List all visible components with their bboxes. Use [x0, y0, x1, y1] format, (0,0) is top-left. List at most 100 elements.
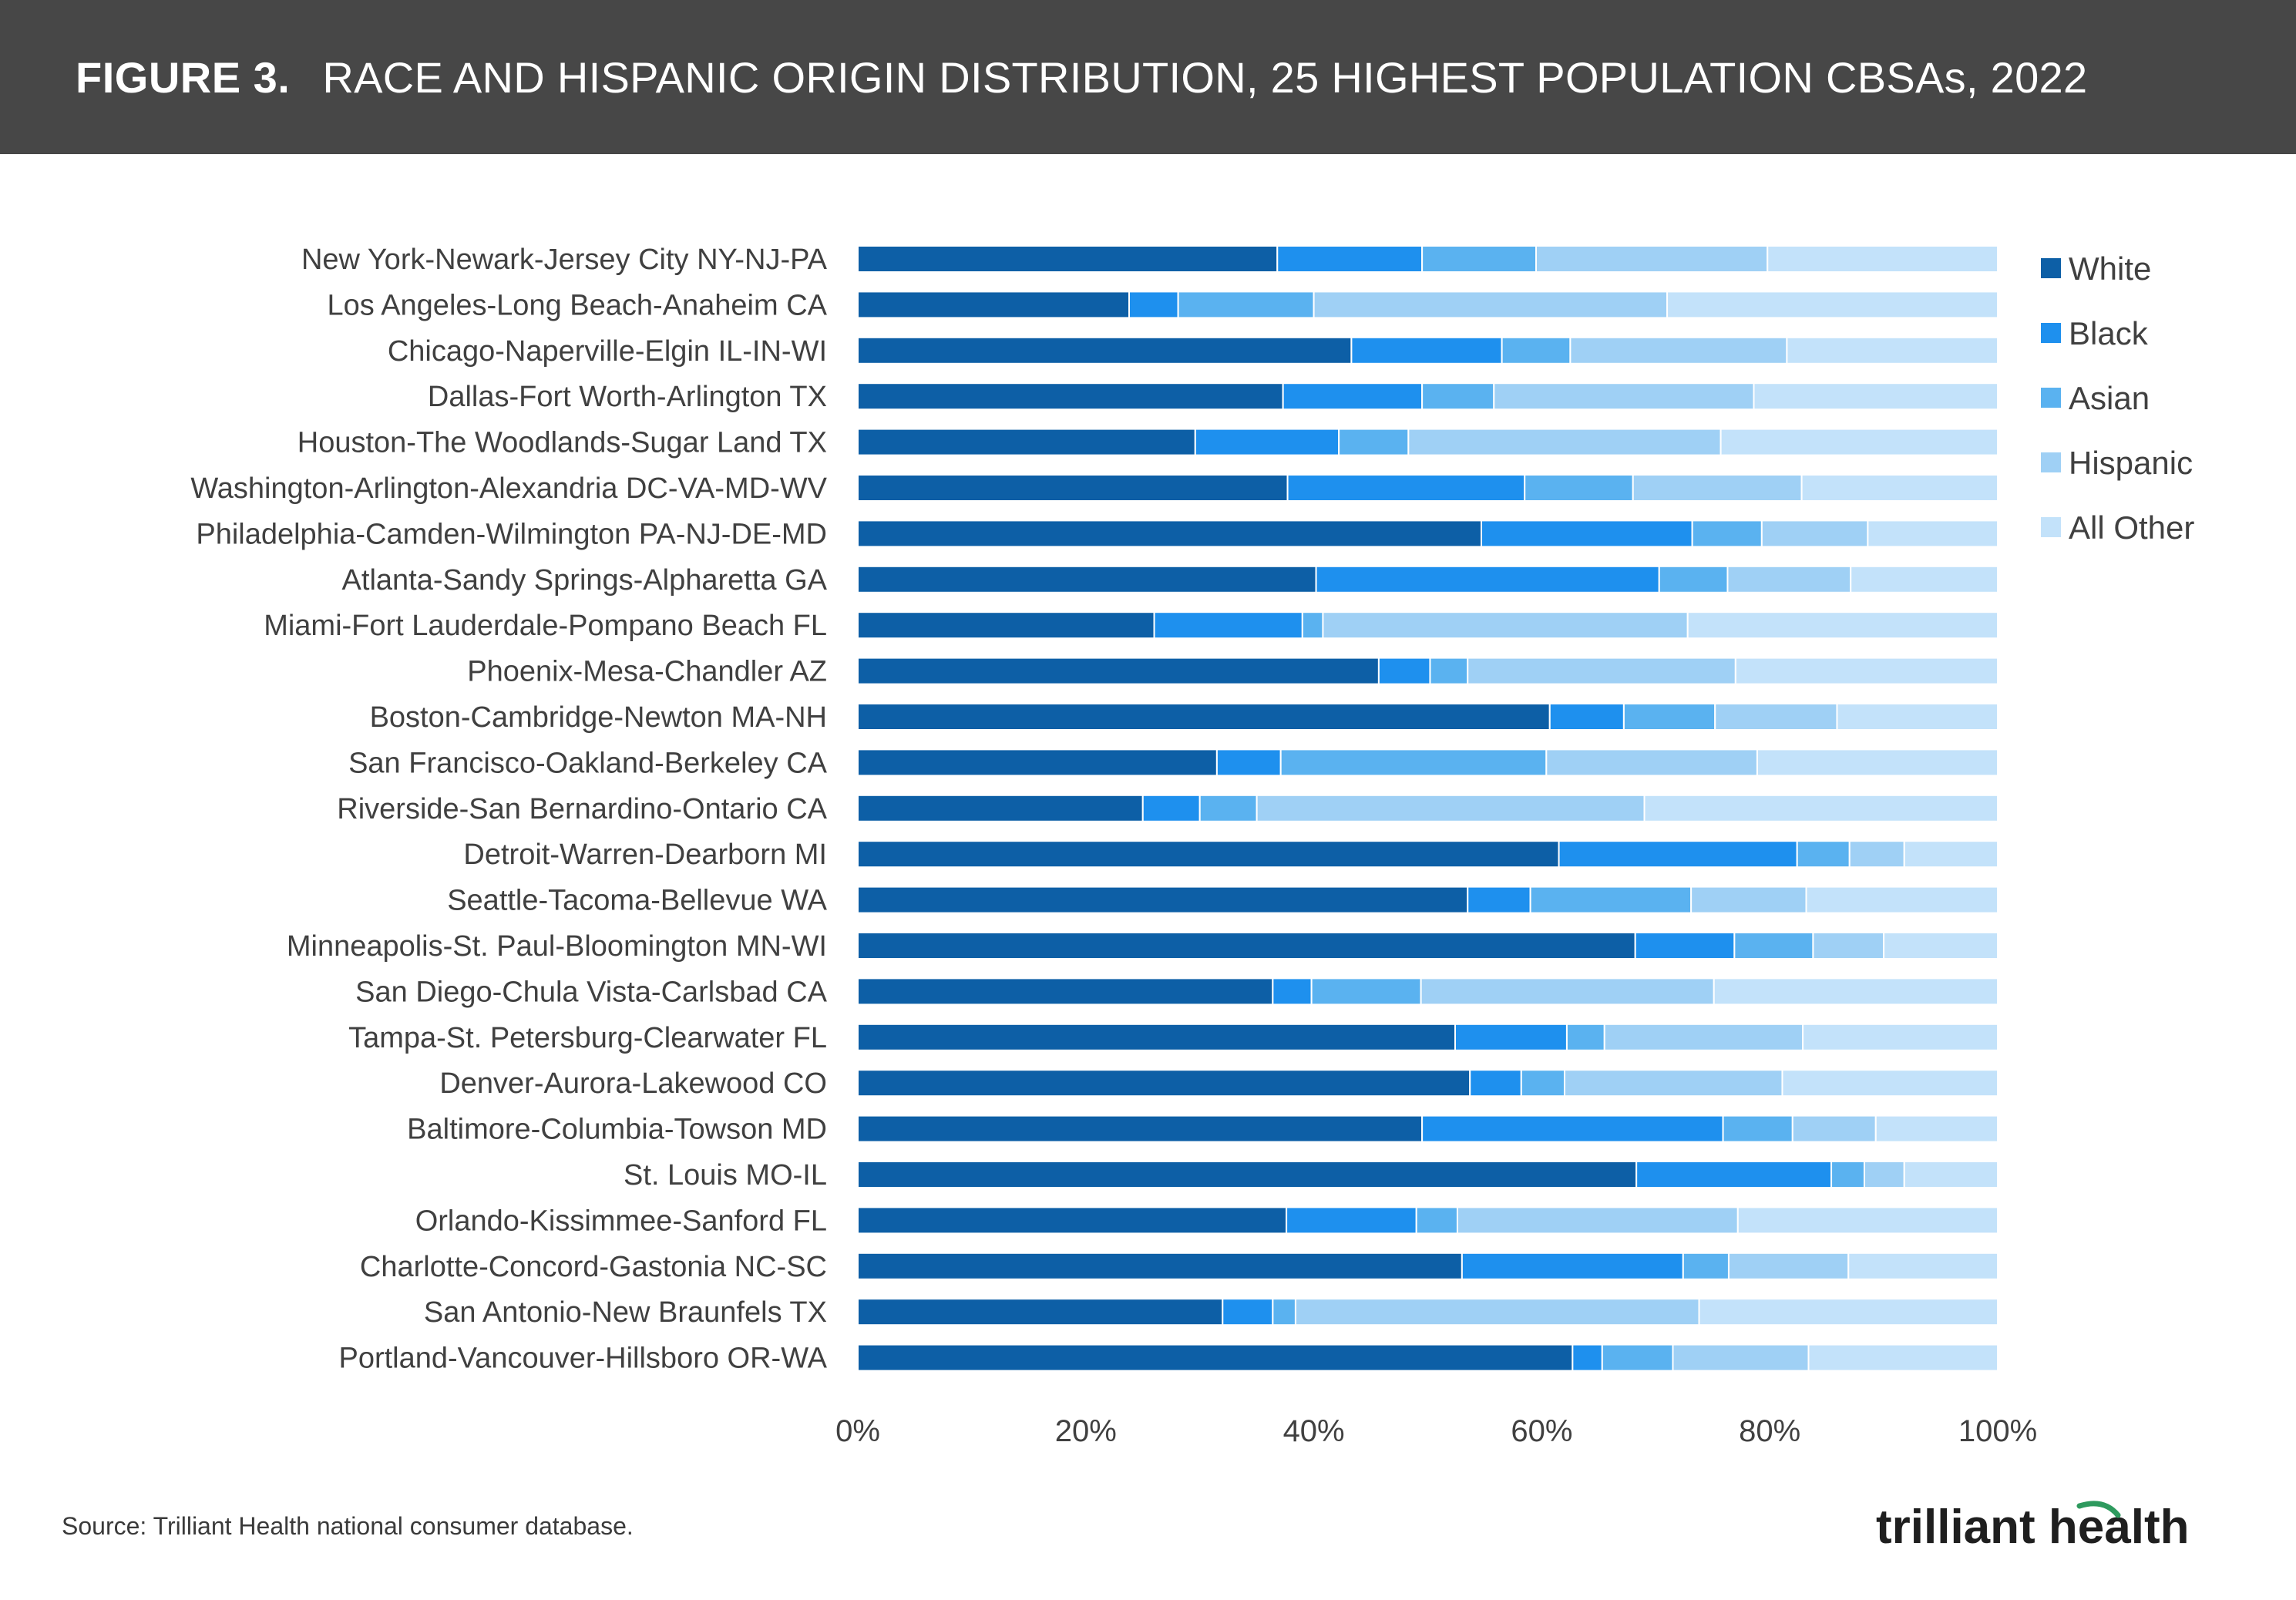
bar-segment-black [1153, 611, 1303, 640]
legend-label-white: White [2069, 250, 2151, 287]
category-label: San Antonio-New Braunfels TX [424, 1296, 827, 1329]
bar-segment-black [1215, 748, 1282, 777]
bar-segment-all-other [1756, 748, 1998, 777]
bar-segment-white [857, 1069, 1471, 1097]
category-label: Detroit-Warren-Dearborn MI [463, 839, 827, 871]
bar-segment-white [857, 748, 1218, 777]
bar-segment-asian [1415, 1206, 1458, 1235]
x-tick-label: 40% [1283, 1414, 1345, 1448]
category-label: Miami-Fort Lauderdale-Pompano Beach FL [264, 610, 827, 642]
bar-segment-hispanic [1760, 519, 1869, 548]
bar-segment-hispanic [1256, 794, 1646, 822]
bar-segment-asian [1830, 1161, 1865, 1188]
bar-segment-asian [1733, 932, 1814, 960]
bar-segment-hispanic [1535, 245, 1769, 273]
bar-segment-white [857, 932, 1636, 960]
bar-segment-all-other [1698, 1298, 1998, 1326]
bar-segment-black [1286, 474, 1526, 502]
bar-segment-all-other [1643, 794, 1998, 822]
bar-segment-white [857, 977, 1274, 1006]
bar-segment-black [1276, 245, 1424, 273]
legend-label-all-other: All Other [2069, 509, 2194, 546]
bar-segment-asian [1301, 611, 1324, 640]
bar-segment-white [857, 382, 1284, 411]
bar-segment-white [857, 1343, 1574, 1372]
bar-segment-all-other [1734, 657, 1999, 685]
bar-segment-asian [1279, 748, 1548, 777]
bar-segment-hispanic [1863, 1161, 1905, 1188]
bar-segment-asian [1421, 245, 1538, 273]
bar-segment-asian [1338, 428, 1410, 456]
bar-segment-hispanic [1493, 382, 1755, 411]
bar-segment-all-other [1800, 474, 1999, 502]
bar-segment-black [1635, 1161, 1833, 1188]
legend-swatch-hispanic [2041, 452, 2061, 472]
bar-segment-white [857, 1023, 1456, 1051]
bar-segment-all-other [1719, 428, 1999, 456]
x-tick-label: 60% [1511, 1414, 1572, 1448]
bar-segment-all-other [1805, 886, 1999, 914]
x-tick-label: 80% [1739, 1414, 1800, 1448]
bar-segment-hispanic [1456, 1206, 1739, 1235]
bar-segment-asian [1722, 1114, 1793, 1143]
bar-segment-all-other [1753, 382, 1998, 411]
bar-segment-asian [1524, 474, 1634, 502]
bar-segment-white [857, 657, 1380, 685]
bar-segment-hispanic [1632, 474, 1803, 502]
bar-segment-asian [1658, 565, 1729, 593]
category-label: Seattle-Tacoma-Bellevue WA [447, 885, 827, 917]
category-label: San Francisco-Oakland-Berkeley CA [348, 747, 828, 779]
bar-segment-hispanic [1545, 748, 1758, 777]
bar-segment-asian [1272, 1298, 1296, 1326]
category-label: Riverside-San Bernardino-Ontario CA [337, 793, 827, 825]
bar-segment-all-other [1686, 611, 1998, 640]
bar-segment-all-other [1807, 1343, 1999, 1372]
category-label: San Diego-Chula Vista-Carlsbad CA [355, 976, 827, 1008]
category-label: Chicago-Naperville-Elgin IL-IN-WI [388, 335, 827, 368]
bar-segment-white [857, 519, 1483, 548]
bar-segment-white [857, 291, 1131, 319]
legend-swatch-all-other [2041, 517, 2061, 537]
bar-segment-black [1272, 977, 1313, 1006]
bar-segment-hispanic [1407, 428, 1722, 456]
x-axis-ticks: 0% 20% 40% 60% 80% 100% [835, 1414, 2037, 1448]
figure-title: RACE AND HISPANIC ORIGIN DISTRIBUTION, 2… [322, 52, 2088, 102]
bar-segment-white [857, 611, 1155, 640]
bar-segment-asian [1691, 519, 1763, 548]
bar-segment-black [1481, 519, 1693, 548]
bar-segment-black [1350, 336, 1503, 365]
bar-segment-all-other [1802, 1023, 1999, 1051]
bar-segment-asian [1529, 886, 1693, 914]
bar-segment-hispanic [1812, 932, 1885, 960]
bar-segment-hispanic [1690, 886, 1807, 914]
logo-wordmark: trilliant health [1876, 1501, 2189, 1554]
bar-segment-asian [1177, 291, 1315, 319]
bar-segment-all-other [1786, 336, 1998, 365]
bar-segment-black [1548, 703, 1625, 731]
bar-segment-hispanic [1467, 657, 1736, 685]
bar-segment-black [1282, 382, 1424, 411]
legend: White Black Asian Hispanic All Other [2041, 250, 2194, 546]
bar-segment-hispanic [1727, 1252, 1850, 1280]
bar-segment-white [857, 474, 1289, 502]
bar-segment-black [1469, 1069, 1522, 1097]
bar-segment-hispanic [1672, 1343, 1810, 1372]
bar-segment-hispanic [1714, 703, 1838, 731]
bar-segment-all-other [1874, 1114, 1999, 1143]
category-label: Denver-Aurora-Lakewood CO [439, 1067, 827, 1100]
bar-segment-all-other [1867, 519, 1999, 548]
bar-segment-all-other [1850, 565, 1998, 593]
bar-segment-hispanic [1848, 840, 1905, 869]
bar-segment-asian [1198, 794, 1258, 822]
category-label: Minneapolis-St. Paul-Bloomington MN-WI [287, 930, 827, 963]
bar-segment-all-other [1903, 1161, 1998, 1188]
category-label: Dallas-Fort Worth-Arlington TX [428, 381, 827, 413]
bar-segment-all-other [1767, 245, 1998, 273]
bar-segment-black [1421, 1114, 1724, 1143]
category-label: Washington-Arlington-Alexandria DC-VA-MD… [190, 472, 827, 505]
bar-segment-white [857, 565, 1317, 593]
category-labels: New York-Newark-Jersey City NY-NJ-PA Los … [190, 244, 827, 1375]
category-label: Tampa-St. Petersburg-Clearwater FL [348, 1022, 827, 1054]
bar-segment-hispanic [1294, 1298, 1700, 1326]
